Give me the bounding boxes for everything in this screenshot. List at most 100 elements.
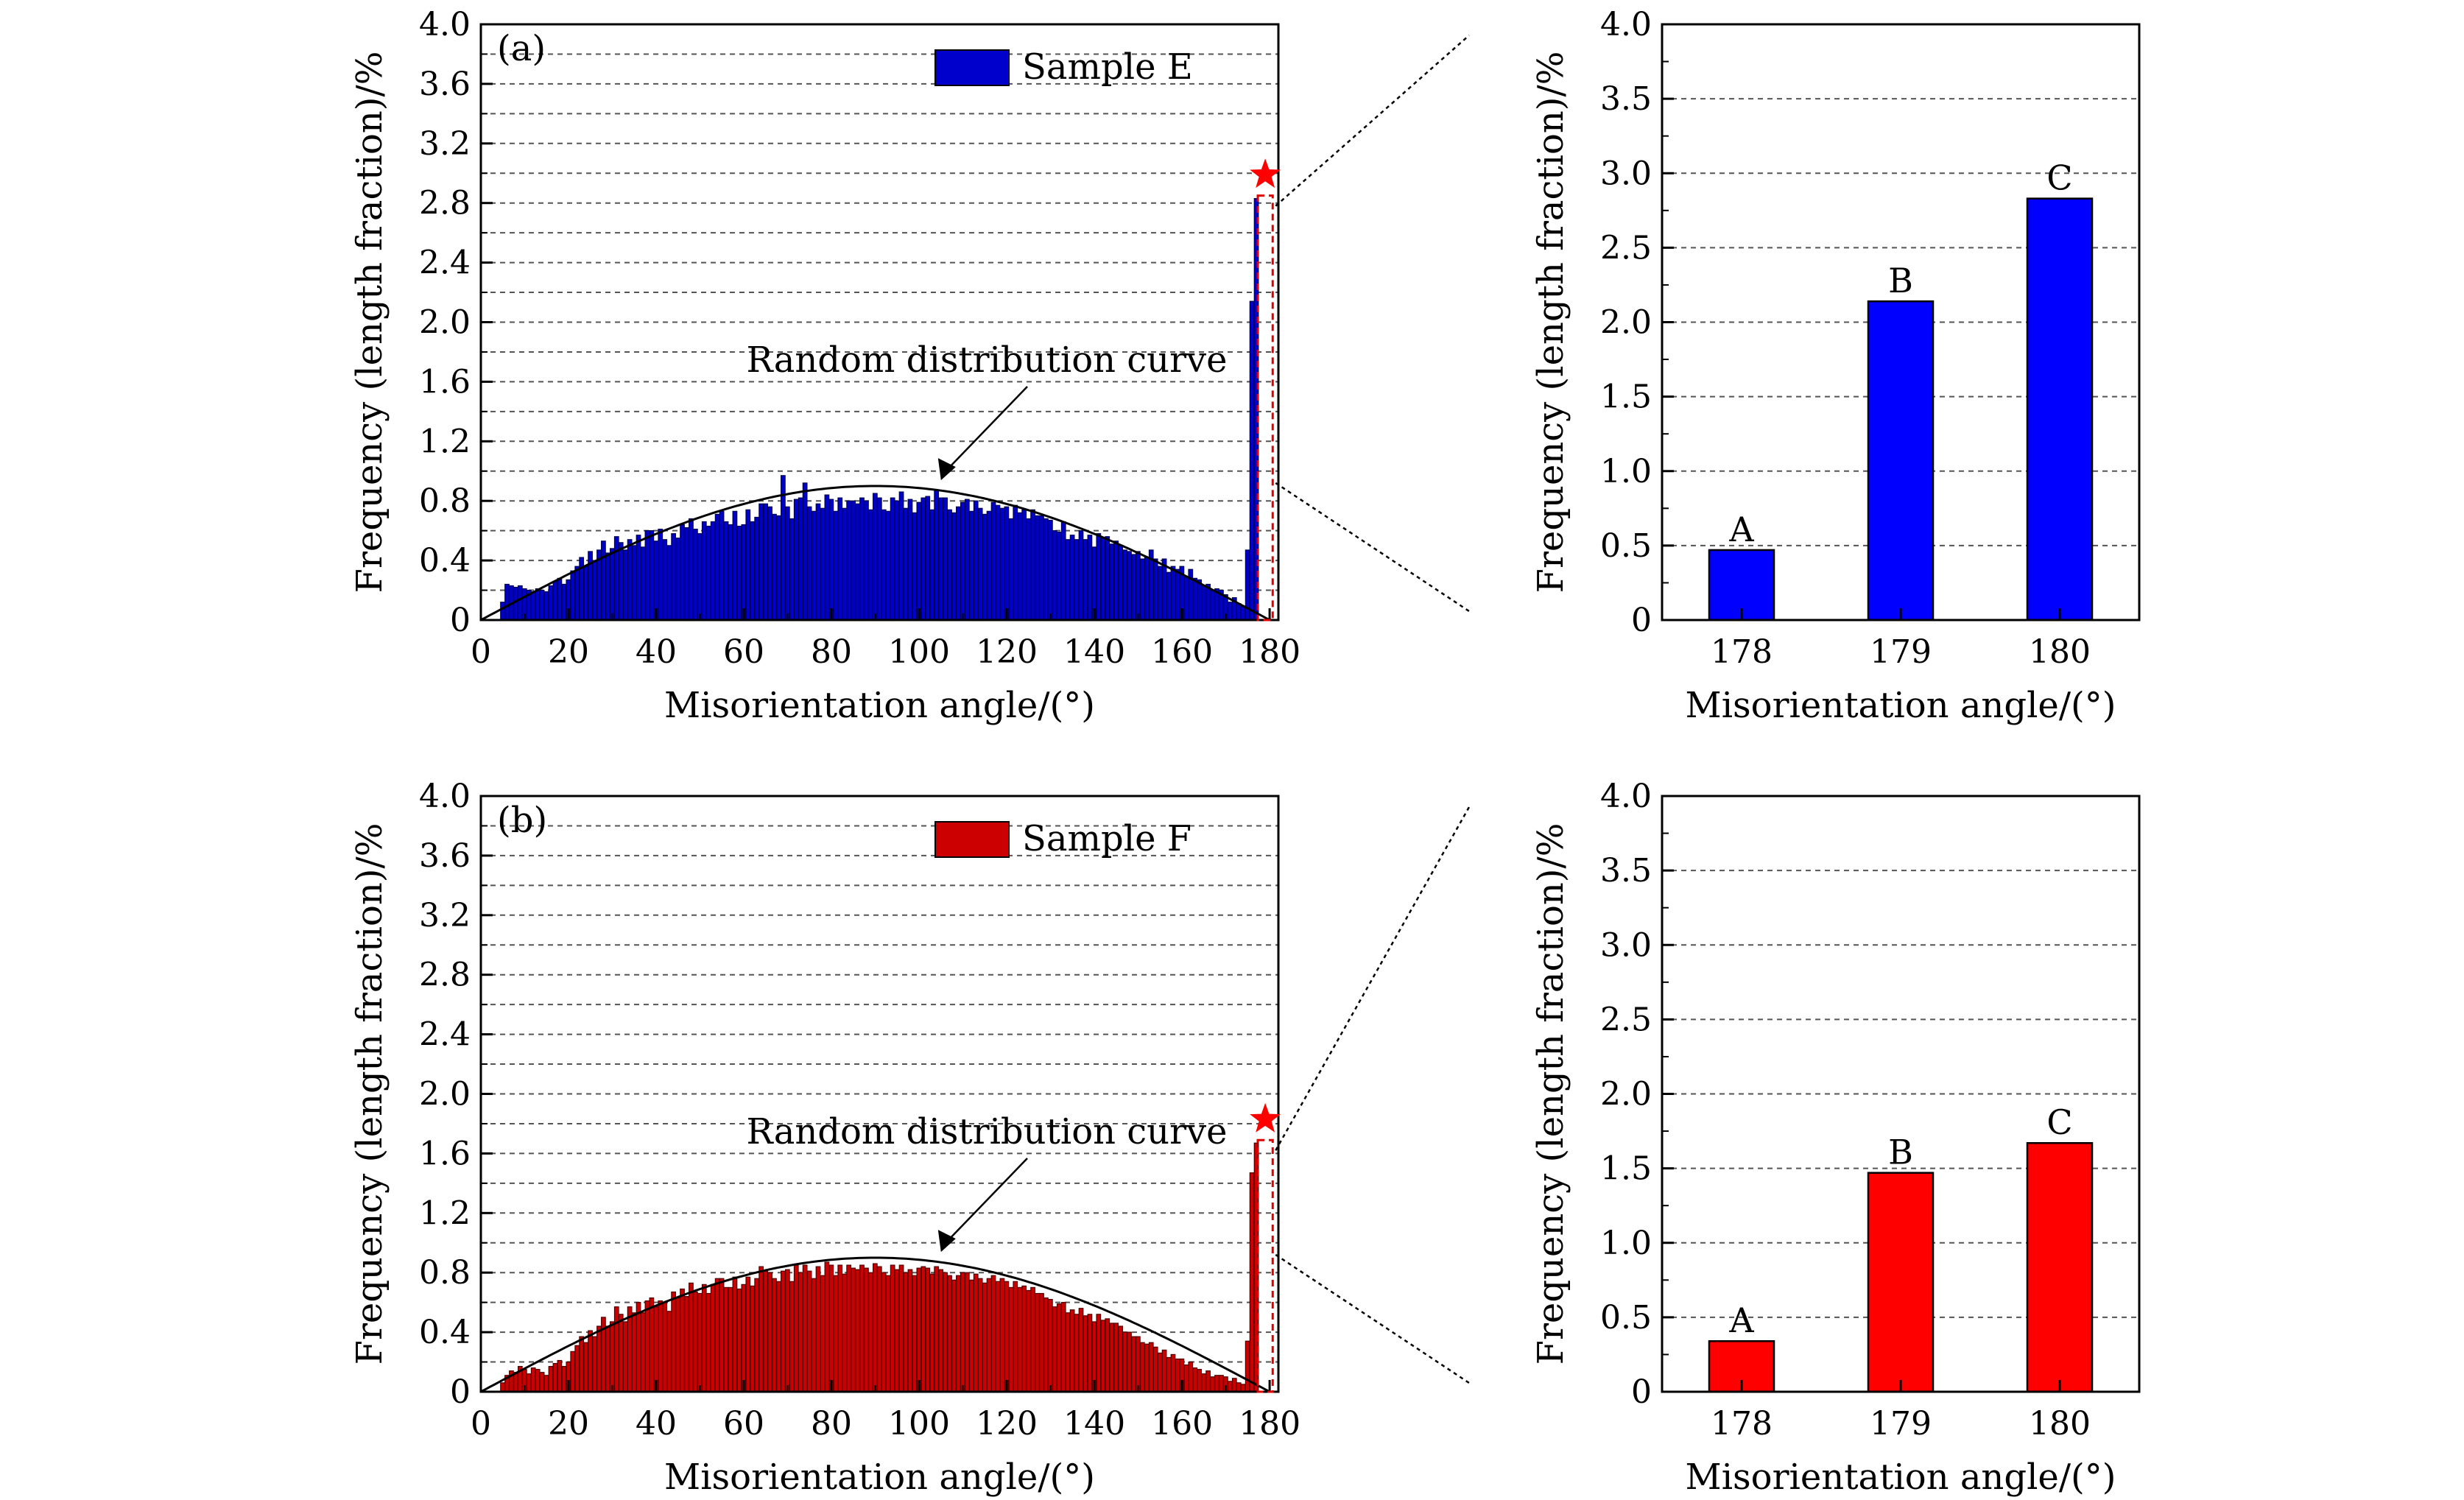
- histogram-bar: [934, 490, 940, 621]
- histogram-bar: [1021, 509, 1027, 621]
- histogram-bar: [815, 503, 821, 621]
- histogram-bar: [898, 491, 904, 621]
- histogram-bar: [1065, 539, 1071, 621]
- histogram-bar: [894, 500, 900, 621]
- histogram-bar: [1170, 1353, 1176, 1392]
- histogram-bar: [793, 1264, 799, 1392]
- y-tick-label: 3.2: [419, 125, 471, 163]
- histogram-bar: [1052, 1306, 1057, 1392]
- histogram-bar: [868, 1272, 873, 1392]
- x-tick-label: 100: [888, 1405, 950, 1443]
- histogram-bar: [1096, 533, 1102, 621]
- histogram-bar: [543, 591, 549, 621]
- x-tick-label: 160: [1151, 633, 1213, 671]
- histogram-bar: [912, 1275, 918, 1392]
- histogram-bar: [802, 1264, 808, 1392]
- histogram-bar: [1087, 1314, 1093, 1392]
- histogram-bar: [1144, 557, 1150, 621]
- x-tick-label: 178: [1711, 633, 1773, 671]
- histogram-bar: [864, 1267, 869, 1392]
- histogram-bar: [1008, 1286, 1014, 1392]
- histogram-bar: [689, 518, 694, 621]
- histogram-bar: [833, 510, 839, 621]
- histogram-bar: [513, 1372, 518, 1392]
- histogram-bar: [990, 1275, 996, 1392]
- histogram-bar: [947, 1275, 952, 1392]
- histogram-bar: [1219, 1375, 1224, 1392]
- histogram-bar: [609, 1321, 615, 1392]
- histogram-bar: [741, 1284, 747, 1392]
- histogram-bar: [890, 1264, 895, 1392]
- histogram-bar: [745, 509, 751, 621]
- histogram-bar: [943, 1272, 948, 1392]
- histogram-bar: [745, 1276, 751, 1392]
- histogram-bar: [824, 1261, 830, 1392]
- histogram-bar: [1197, 579, 1203, 621]
- histogram-bar: [1161, 558, 1167, 621]
- histogram-bar: [644, 530, 650, 621]
- x-tick-label: 60: [723, 633, 764, 671]
- histogram-bar: [1083, 1315, 1088, 1392]
- x-tick-label: 20: [548, 1405, 589, 1443]
- x-tick-label: 40: [636, 633, 677, 671]
- histogram-bar: [1236, 1382, 1242, 1392]
- histogram-bar: [1139, 558, 1145, 621]
- y-tick-label: 1.6: [419, 363, 471, 401]
- bar-letter-label: B: [1888, 1133, 1913, 1172]
- histogram-bar: [750, 1285, 756, 1392]
- histogram-bar: [784, 1269, 790, 1392]
- histogram-bar: [811, 1278, 817, 1392]
- histogram-bar: [561, 583, 567, 621]
- histogram-bar: [750, 521, 756, 621]
- y-tick-label: 2.4: [419, 1016, 471, 1054]
- histogram-bar: [557, 1359, 563, 1392]
- annotation-text: Random distribution curve: [746, 1111, 1227, 1152]
- histogram-bar: [767, 506, 772, 621]
- x-tick-label: 178: [1711, 1405, 1773, 1443]
- histogram-bar: [1060, 521, 1066, 621]
- histogram-bar: [1231, 1378, 1237, 1392]
- histogram-bar: [1249, 300, 1255, 621]
- histogram-bar: [653, 541, 659, 621]
- histogram-bar: [789, 1281, 795, 1392]
- histogram-bar: [592, 1336, 597, 1392]
- histogram-bar: [1017, 512, 1023, 621]
- y-tick-label: 3.6: [419, 66, 471, 103]
- zoom-connector-line: [1275, 806, 1471, 1151]
- histogram-bar: [622, 549, 628, 621]
- histogram-bar: [776, 515, 781, 621]
- histogram-bar: [1122, 549, 1127, 621]
- histogram-bar: [1109, 1323, 1115, 1392]
- histogram-bar: [1245, 1340, 1250, 1392]
- y-tick-label: 1.2: [419, 1194, 471, 1232]
- x-tick-label: 180: [1239, 633, 1300, 671]
- histogram-bar: [828, 1264, 834, 1392]
- histogram-bar: [1004, 1281, 1010, 1392]
- zoom-bar: [2026, 197, 2094, 622]
- histogram-bar: [938, 1269, 943, 1392]
- histogram-bar: [1030, 509, 1035, 621]
- y-tick-label: 0.5: [1600, 527, 1652, 565]
- histogram-bar: [964, 1272, 970, 1392]
- histogram-bar: [781, 1270, 786, 1392]
- histogram-bar: [609, 548, 615, 621]
- panel-label: (b): [497, 800, 547, 841]
- histogram-bar: [684, 1295, 689, 1392]
- histogram-bar: [1166, 1356, 1172, 1392]
- histogram-bar: [714, 1278, 720, 1392]
- bar-letter-label: A: [1728, 510, 1754, 549]
- histogram-bar: [754, 1278, 760, 1392]
- histogram-bar: [820, 1275, 826, 1392]
- histogram-bar: [500, 602, 505, 621]
- histogram-bar: [736, 1288, 742, 1392]
- histogram-bar: [956, 506, 961, 621]
- y-tick-label: 4.0: [1600, 778, 1652, 815]
- histogram-bar: [1152, 1346, 1158, 1392]
- histogram-bar: [815, 1266, 821, 1392]
- histogram-bar: [973, 500, 979, 621]
- histogram-bar: [925, 1267, 931, 1392]
- histogram-bar: [1161, 1349, 1167, 1392]
- histogram-bar: [1148, 1342, 1154, 1392]
- y-axis-title: Frequency (length fraction)/%: [1530, 52, 1571, 594]
- x-tick-label: 0: [471, 1405, 491, 1443]
